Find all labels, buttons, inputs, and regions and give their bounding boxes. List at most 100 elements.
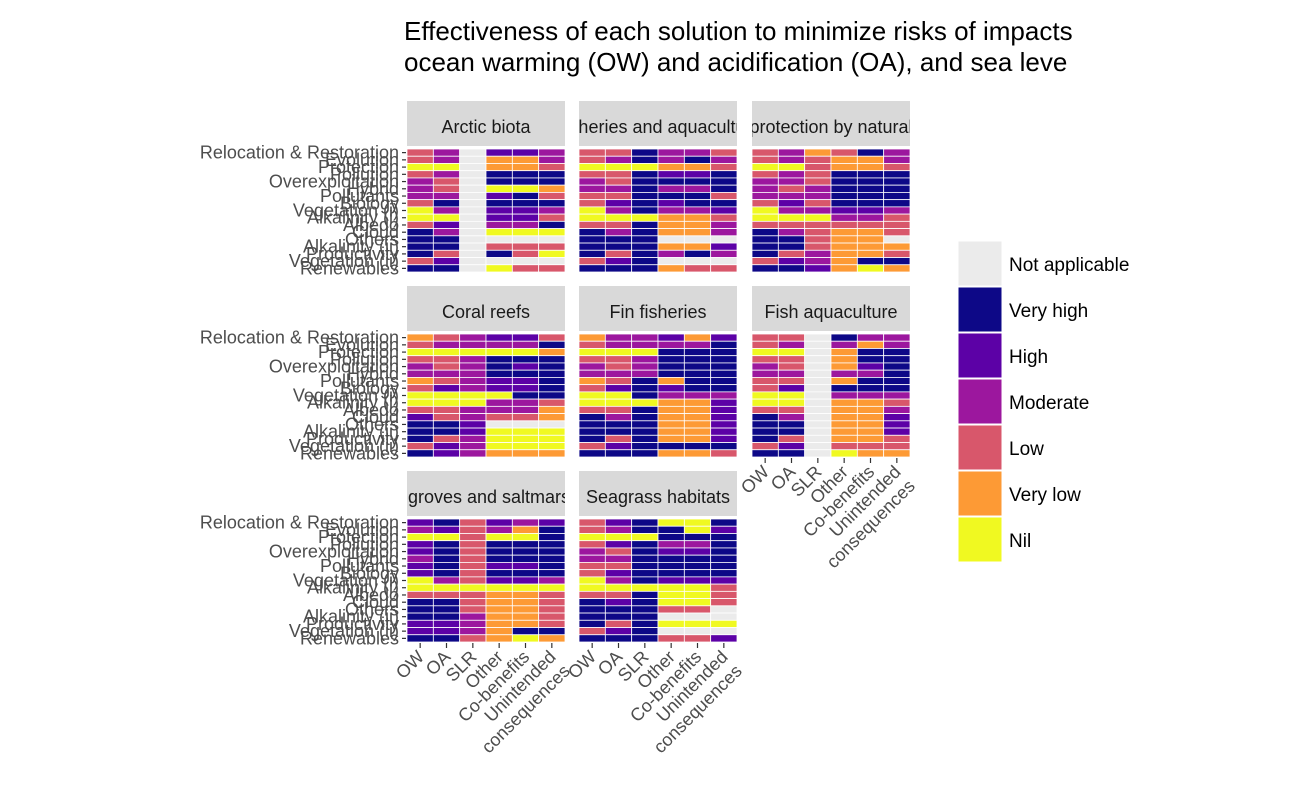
heatmap-cell [511, 333, 540, 342]
heatmap-cell [538, 264, 566, 273]
heatmap-cell [538, 598, 566, 607]
heatmap-cell [406, 257, 434, 266]
heatmap-cell [683, 377, 712, 386]
heatmap-cell [710, 405, 738, 414]
heatmap-cell [604, 405, 633, 414]
heatmap-cell [804, 213, 832, 222]
y-tick-label: Relocation & Restoration [200, 328, 399, 348]
heatmap-cell [631, 355, 659, 364]
heatmap-cell [657, 213, 685, 222]
heatmap-cell [578, 340, 606, 349]
heatmap-cell [578, 576, 606, 585]
heatmap-cell [683, 449, 712, 458]
heatmap-cell [777, 391, 806, 400]
heatmap-cell [578, 413, 606, 422]
heatmap-cell [631, 605, 659, 614]
facet-strip-label: Seagrass habitats [586, 487, 730, 507]
y-tick-label: Renewables [300, 443, 399, 463]
y-tick-label: Alkalinity (i) [307, 578, 399, 598]
heatmap-cell [485, 220, 513, 229]
heatmap-cell [777, 206, 806, 215]
heatmap-cell [804, 369, 832, 378]
heatmap-cell [683, 249, 712, 258]
heatmap-cell [511, 348, 540, 357]
heatmap-cell [604, 562, 633, 571]
heatmap-cell [830, 369, 858, 378]
legend-key [957, 424, 1003, 471]
heatmap-cell [710, 257, 738, 266]
heatmap-cell [538, 355, 566, 364]
heatmap-cell [538, 605, 566, 614]
heatmap-cell [751, 249, 779, 258]
y-tick-label: Biology [340, 193, 399, 213]
heatmap-cell [432, 257, 461, 266]
heatmap-cell [883, 398, 911, 407]
heatmap-cell [683, 434, 712, 443]
heatmap-cell [657, 249, 685, 258]
heatmap-cell [511, 184, 540, 193]
facet-panel: Seagrass habitatsOWOASLROtherCo-benefits… [564, 471, 746, 757]
heatmap-cell [710, 547, 738, 556]
heatmap-cell [459, 598, 487, 607]
heatmap-cell [631, 242, 659, 251]
heatmap-cell [578, 533, 606, 542]
heatmap-cell [406, 369, 434, 378]
heatmap-cell [604, 547, 633, 556]
heatmap-cell [751, 192, 779, 201]
heatmap-cell [604, 242, 633, 251]
heatmap-cell [604, 348, 633, 357]
heatmap-cell [578, 163, 606, 172]
heatmap-cell [406, 598, 434, 607]
heatmap-cell [485, 605, 513, 614]
heatmap-cell [578, 362, 606, 371]
y-tick-label: Alkalinity (ii) [303, 607, 399, 627]
heatmap-cell [683, 627, 712, 636]
heatmap-cell [657, 562, 685, 571]
heatmap-cell [751, 340, 779, 349]
heatmap-cell [751, 398, 779, 407]
heatmap-cell [604, 540, 633, 549]
heatmap-cell [631, 213, 659, 222]
heatmap-cell [710, 213, 738, 222]
legend-key [957, 332, 1003, 379]
heatmap-cell [777, 405, 806, 414]
heatmap-cell [459, 340, 487, 349]
heatmap-cell [511, 598, 540, 607]
heatmap-cell [432, 155, 461, 164]
heatmap-cell [830, 235, 858, 244]
heatmap-cell [485, 348, 513, 357]
heatmap-cell [751, 228, 779, 237]
heatmap-cell [830, 449, 858, 458]
heatmap-cell [710, 598, 738, 607]
heatmap-cell [485, 384, 513, 393]
heatmap-cell [751, 199, 779, 208]
heatmap-cell [631, 427, 659, 436]
heatmap-cell [432, 420, 461, 429]
heatmap-cell [538, 442, 566, 451]
heatmap-cell [485, 155, 513, 164]
heatmap-cell [683, 384, 712, 393]
heatmap-cell [604, 148, 633, 157]
y-tick-label: Pollution [330, 164, 399, 184]
y-tick-label: Pollution [330, 534, 399, 554]
heatmap-cell [604, 264, 633, 273]
heatmap-cell [511, 192, 540, 201]
facet-panel: Fisheries and aquaculture [578, 101, 738, 273]
heatmap-cell [485, 413, 513, 422]
heatmap-cell [804, 163, 832, 172]
heatmap-cell [511, 525, 540, 534]
heatmap-cell [459, 220, 487, 229]
heatmap-cell [459, 569, 487, 578]
heatmap-cell [657, 348, 685, 357]
heatmap-cell [604, 177, 633, 186]
heatmap-cell [657, 362, 685, 371]
heatmap-cell [631, 228, 659, 237]
heatmap-cell [432, 228, 461, 237]
heatmap-cell [830, 199, 858, 208]
heatmap-cell [883, 442, 911, 451]
heatmap-cell [830, 184, 858, 193]
heatmap-cell [511, 155, 540, 164]
heatmap-cell [883, 184, 911, 193]
heatmap-cell [631, 170, 659, 179]
